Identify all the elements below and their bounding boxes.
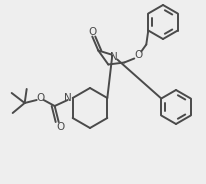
Text: O: O <box>88 26 96 36</box>
Text: O: O <box>133 49 142 59</box>
Text: O: O <box>56 122 64 132</box>
Text: N: N <box>63 93 71 103</box>
Text: N: N <box>110 52 118 61</box>
Text: O: O <box>36 93 44 103</box>
